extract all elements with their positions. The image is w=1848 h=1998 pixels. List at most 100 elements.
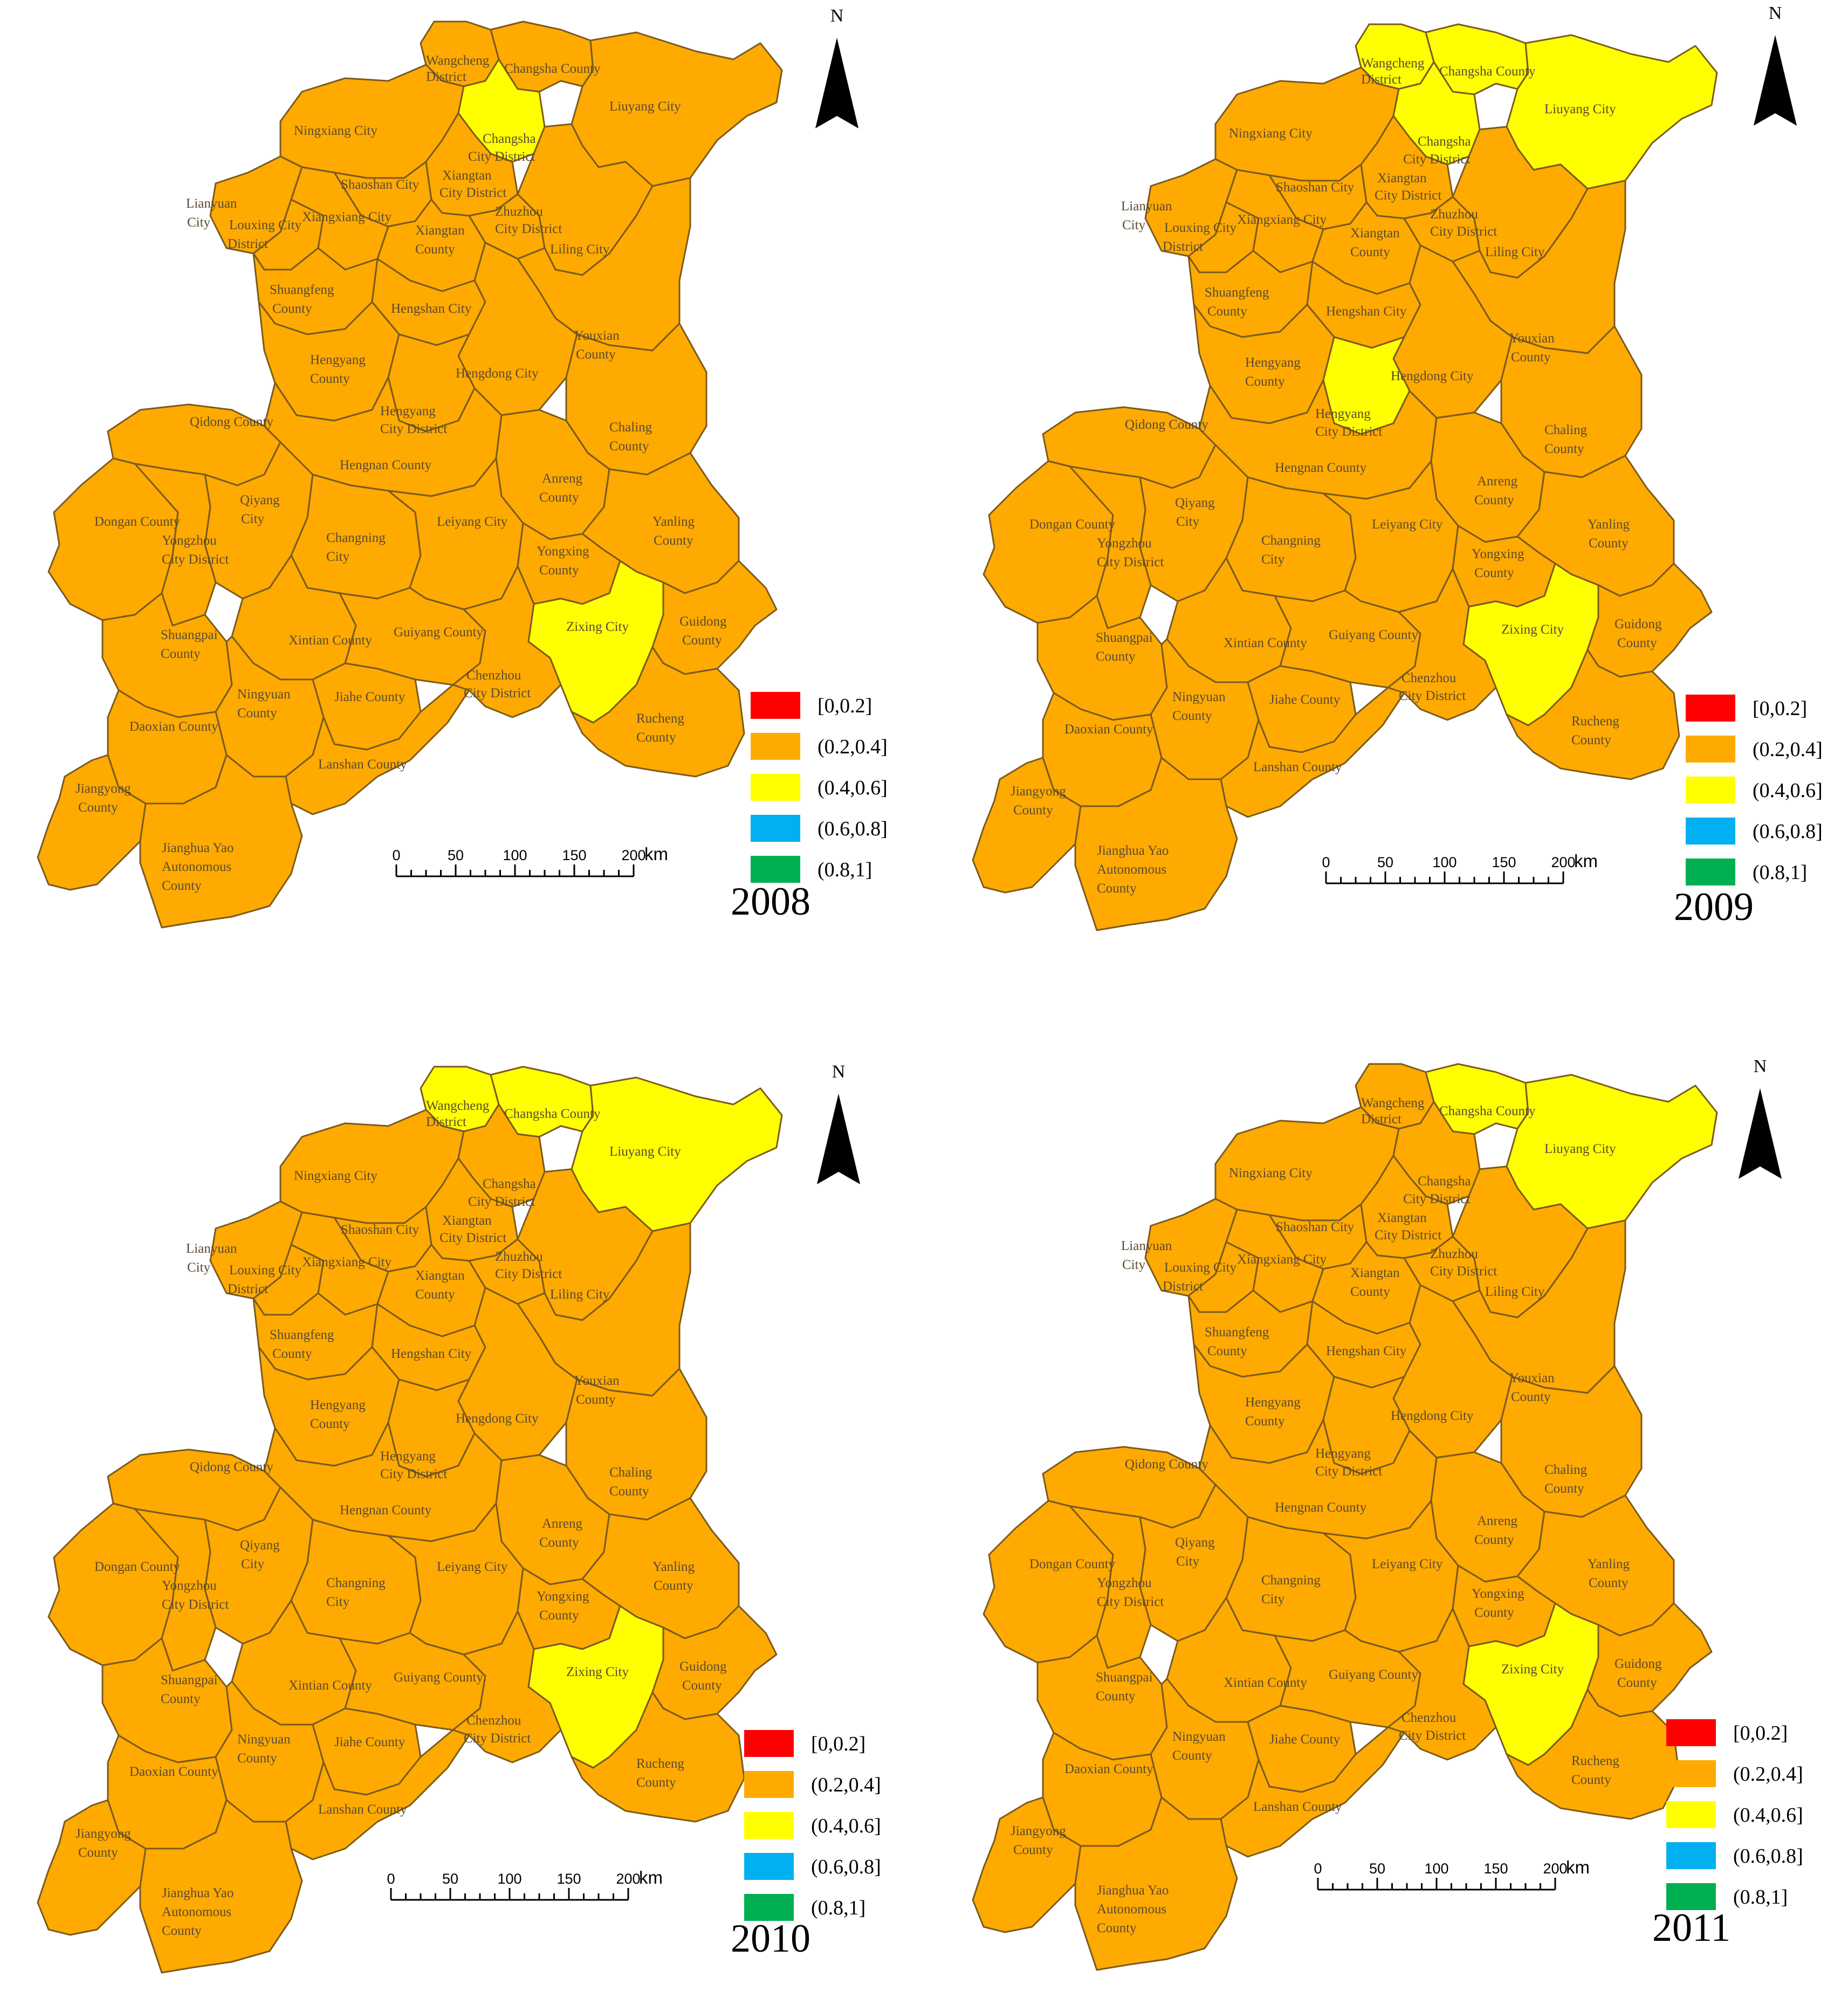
legend-swatch xyxy=(1666,1760,1716,1787)
scale-tick-label: 0 xyxy=(387,1871,395,1887)
region-label-rucheng-county: County xyxy=(636,730,676,745)
region-label-xiangxiang-city: Xiangxiang City xyxy=(302,1255,391,1269)
scale-tick-label: 0 xyxy=(392,847,400,863)
region-label-daoxian-county: Daoxian County xyxy=(129,719,218,734)
region-label-qiyang-city: City xyxy=(241,1557,265,1571)
region-label-yongxing-county: County xyxy=(1474,566,1514,580)
region-label-yongzhou-city-district: Yongzhou xyxy=(1097,1576,1152,1590)
legend-item: [0,0.2] xyxy=(744,1730,884,1757)
scale-tick-label: 50 xyxy=(1369,1860,1385,1877)
region-label-qiyang-city: Qiyang xyxy=(240,1538,280,1553)
region-label-jianghua-yao-autonomous-county: Jianghua Yao xyxy=(162,841,233,855)
region-label-shaoshan-city: Shaoshan City xyxy=(341,1223,420,1237)
legend-label: [0,0.2] xyxy=(1753,697,1808,720)
region-label-hengshan-city: Hengshan City xyxy=(391,1347,472,1361)
region-label-jiangyong-county: Jiangyong xyxy=(1011,1824,1066,1838)
region-label-anreng-county: Anreng xyxy=(542,1516,582,1531)
region-label-yongxing-county: County xyxy=(539,1608,579,1623)
region-label-dongan-county: Dongan County xyxy=(1029,517,1116,532)
region-label-liuyang-city: Liuyang City xyxy=(609,1144,681,1159)
year-label: 2008 xyxy=(731,880,810,924)
region-label-jiahe-county: Jiahe County xyxy=(334,690,406,704)
region-label-wangcheng-district: Wangcheng xyxy=(426,53,490,68)
region-label-xiangtan-city-district: City District xyxy=(1375,1228,1441,1242)
region-label-jianghua-yao-autonomous-county: County xyxy=(162,1924,202,1938)
region-label-jiangyong-county: Jiangyong xyxy=(1011,784,1066,799)
region-label-chenzhou-city-district: Chenzhou xyxy=(1402,671,1457,685)
region-chenzhou-city-district xyxy=(452,1610,562,1763)
region-label-rucheng-county: Rucheng xyxy=(636,1756,684,1771)
legend-swatch xyxy=(1686,818,1735,844)
legend-label: [0,0.2] xyxy=(1733,1722,1788,1745)
region-label-liling-city: Liling City xyxy=(1485,1285,1545,1299)
legend-label: (0.8,1] xyxy=(811,1897,866,1919)
region-label-yanling-county: County xyxy=(1589,1576,1629,1590)
region-label-xiangtan-county: Xiangtan xyxy=(415,223,465,238)
region-label-yongxing-county: Yongxing xyxy=(1472,1587,1524,1601)
region-liuyang-city xyxy=(1506,1074,1718,1230)
region-label-lanshan-county: Lanshan County xyxy=(1253,1800,1342,1814)
legend: [0,0.2] (0.2,0.4] (0.4,0.6] (0.6,0.8] (0.8,1… xyxy=(751,692,912,886)
region-label-hengdong-city: Hengdong City xyxy=(456,1411,539,1426)
region-label-hengdong-city: Hengdong City xyxy=(456,366,539,381)
region-label-rucheng-county: County xyxy=(636,1775,676,1790)
region-label-liuyang-city: Liuyang City xyxy=(609,99,681,114)
region-label-hengyang-city-district: City District xyxy=(380,422,447,436)
region-label-changning-city: Changning xyxy=(326,1576,386,1590)
region-label-qiyang-city: City xyxy=(1176,1554,1200,1569)
region-label-qidong-county: Qidong County xyxy=(1125,1457,1208,1472)
legend-label: (0.6,0.8] xyxy=(811,1856,881,1878)
region-label-ningyuan-county: County xyxy=(1172,709,1212,723)
region-label-louxing-city-district: Louxing City xyxy=(1164,1260,1237,1275)
region-label-anreng-county: County xyxy=(1474,493,1514,507)
legend-swatch xyxy=(751,856,800,883)
region-label-youxian-county: Youxian xyxy=(1509,331,1555,346)
region-label-leiyang-city: Leiyang City xyxy=(1372,1557,1443,1571)
region-label-youxian-county: Youxian xyxy=(574,328,620,343)
legend-label: (0.2,0.4] xyxy=(811,1774,881,1796)
region-label-chenzhou-city-district: Chenzhou xyxy=(466,668,521,683)
region-label-yongzhou-city-district: City District xyxy=(162,552,229,567)
region-label-jiangyong-county: County xyxy=(78,800,118,815)
region-label-zixing-city: Zixing City xyxy=(566,620,629,634)
region-label-xintian-county: Xintian County xyxy=(1224,1676,1307,1690)
region-label-chaling-county: Chaling xyxy=(609,1465,652,1480)
legend-item: (0.8,1] xyxy=(751,856,891,883)
region-label-chenzhou-city-district: Chenzhou xyxy=(1402,1711,1457,1725)
region-label-wangcheng-district: Wangcheng xyxy=(1361,56,1425,71)
region-label-shaoshan-city: Shaoshan City xyxy=(341,177,420,192)
region-label-wangcheng-district: District xyxy=(1361,72,1402,87)
region-label-dongan-county: Dongan County xyxy=(94,1560,181,1574)
region-label-changsha-city-district: City District xyxy=(468,1194,535,1209)
region-label-zixing-city: Zixing City xyxy=(1501,1662,1564,1677)
region-label-jiangyong-county: County xyxy=(1013,1843,1053,1857)
region-label-hengshan-city: Hengshan City xyxy=(391,301,472,316)
map-2008: Wangcheng District Changsha County Liuyang … xyxy=(37,6,858,929)
legend-swatch xyxy=(1686,695,1735,722)
region-label-ningxiang-city: Ningxiang City xyxy=(294,123,377,138)
region-label-changning-city: City xyxy=(326,550,350,564)
year-label: 2011 xyxy=(1652,1906,1731,1950)
region-label-jianghua-yao-autonomous-county: Autonomous xyxy=(162,860,231,874)
region-label-xiangtan-city-district: Xiangtan xyxy=(1377,171,1427,186)
region-label-changsha-county: Changsha County xyxy=(504,1107,601,1121)
region-yongzhou-city-district xyxy=(1069,1505,1152,1669)
region-liuyang-city xyxy=(1506,34,1718,190)
region-label-hengyang-city-district: Hengyang xyxy=(1315,407,1371,421)
region-label-dongan-county: Dongan County xyxy=(94,514,181,529)
legend-swatch xyxy=(744,1771,794,1798)
region-label-wangcheng-district: Wangcheng xyxy=(426,1098,490,1113)
legend-swatch xyxy=(751,815,800,842)
legend-swatch xyxy=(1666,1842,1716,1869)
region-label-yanling-county: Yanling xyxy=(1588,517,1630,532)
legend-item: (0.4,0.6] xyxy=(1686,777,1826,804)
scale-tick-label: 50 xyxy=(1377,854,1393,870)
region-label-daoxian-county: Daoxian County xyxy=(129,1764,218,1779)
region-label-hengyang-city-district: City District xyxy=(1315,424,1382,439)
legend-label: (0.6,0.8] xyxy=(1733,1845,1803,1867)
legend-label: (0.4,0.6] xyxy=(1753,779,1823,802)
region-label-hengyang-city-district: City District xyxy=(380,1467,447,1481)
